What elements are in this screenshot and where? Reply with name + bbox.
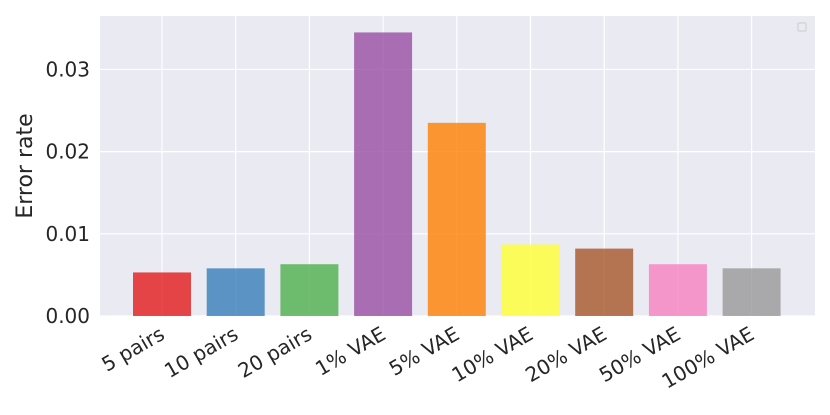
x-tick-label: 5 pairs (97, 322, 168, 377)
legend-box (797, 22, 807, 32)
y-tick-label: 0.03 (45, 57, 90, 81)
x-tick-label: 1% VAE (311, 322, 390, 381)
bar (280, 264, 339, 316)
y-tick-label: 0.00 (45, 304, 90, 328)
bar (354, 32, 413, 316)
bar (722, 268, 781, 316)
x-tick-label: 10% VAE (447, 322, 537, 388)
x-tick-label: 20 pairs (234, 322, 316, 383)
bar (206, 268, 265, 316)
x-tick-label: 10 pairs (160, 322, 242, 383)
x-tick-label: 20% VAE (521, 322, 611, 388)
bar (575, 248, 634, 316)
bar (648, 264, 707, 316)
bar (501, 244, 560, 316)
y-axis-label: Error rate (13, 113, 38, 218)
y-tick-label: 0.02 (45, 140, 90, 164)
y-tick-label: 0.01 (45, 222, 90, 246)
y-tick-labels: 0.00 0.01 0.02 0.03 (45, 57, 90, 328)
bar (427, 122, 486, 317)
bars (133, 32, 781, 317)
bar (133, 272, 191, 316)
